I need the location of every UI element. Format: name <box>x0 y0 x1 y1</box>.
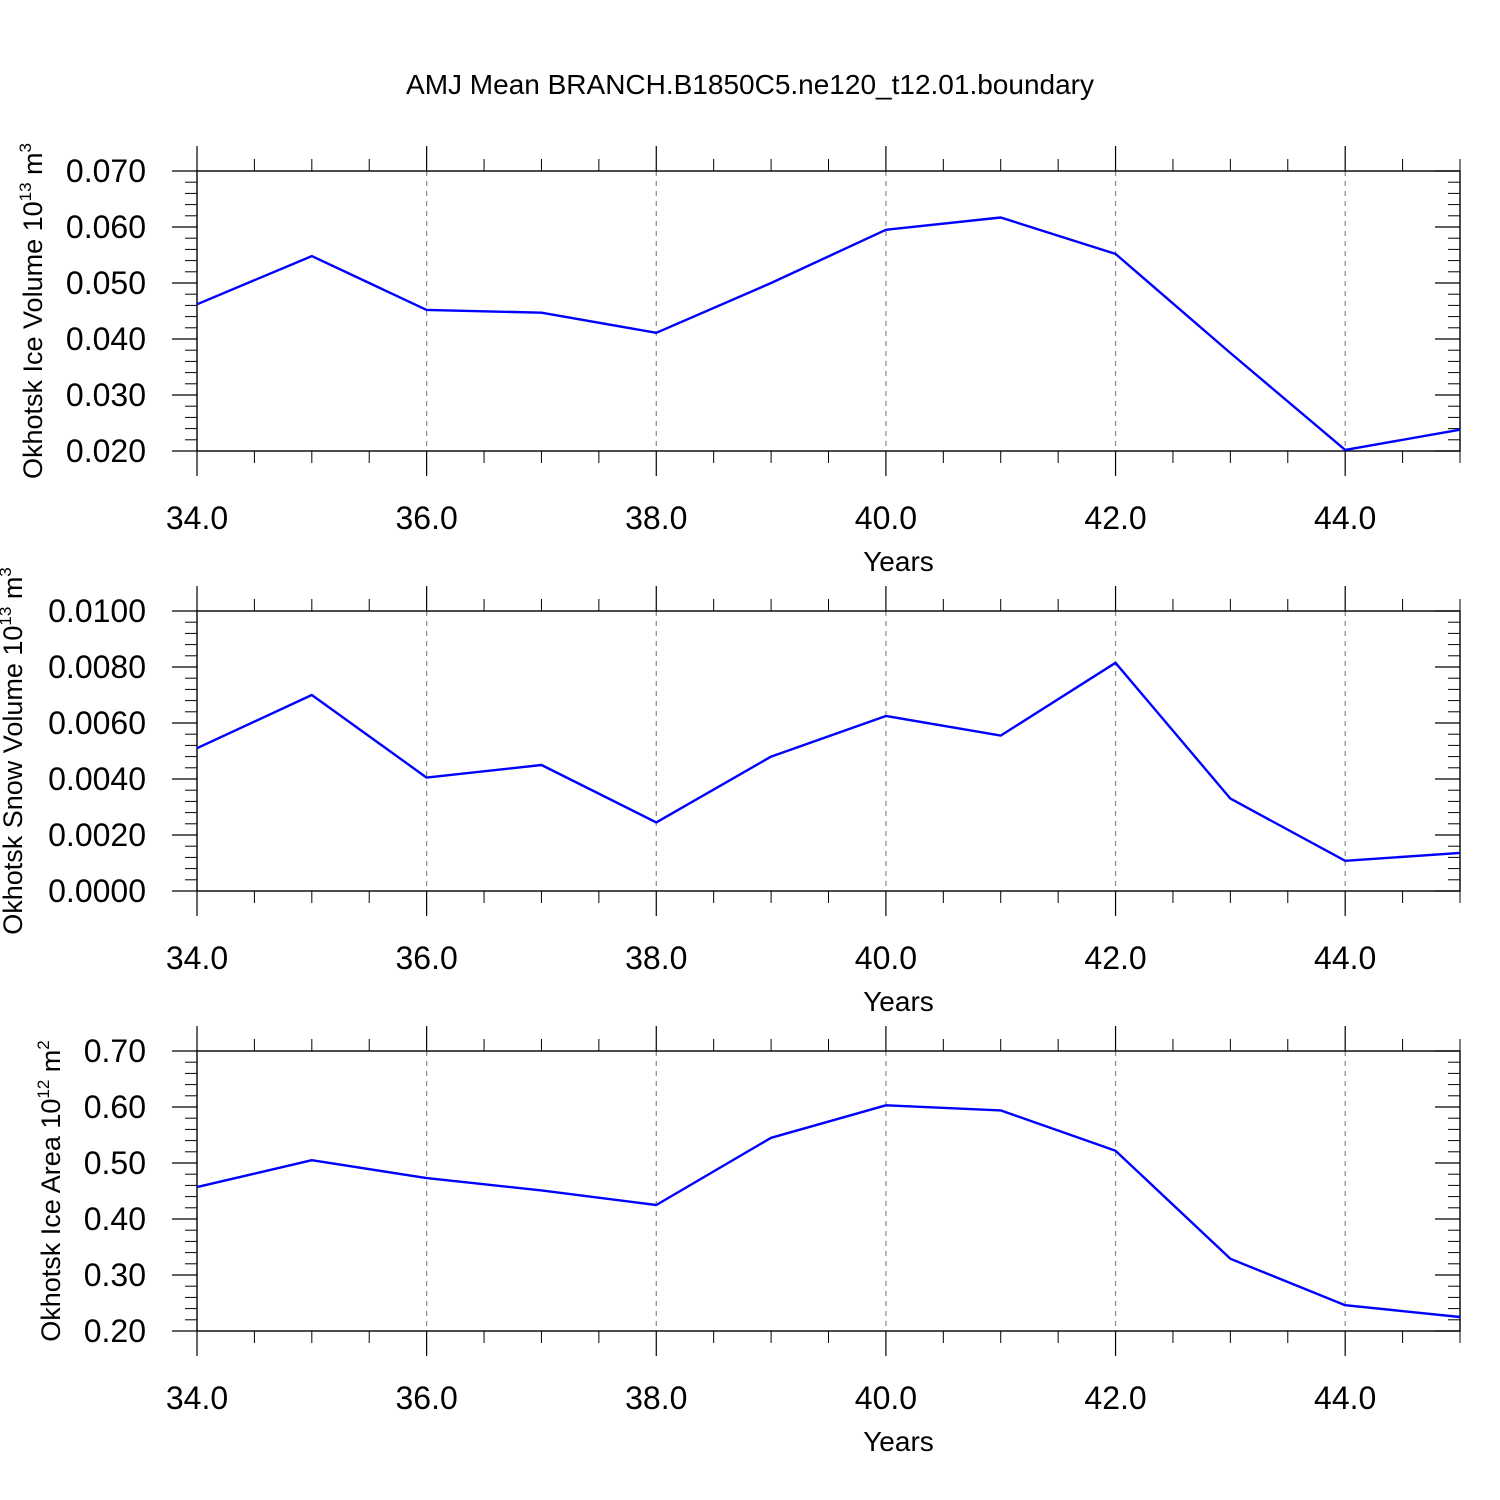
y-tick-label: 0.070 <box>66 153 146 189</box>
y-axis-label-text: Okhotsk Ice Area 10 <box>36 1099 66 1342</box>
y-axis-label-unit: m <box>18 152 48 182</box>
x-tick-label: 40.0 <box>855 500 917 536</box>
series-line <box>196 1104 1461 1319</box>
y-axis-label-text: Okhotsk Ice Volume 10 <box>18 201 48 479</box>
y-tick-label: 0.40 <box>84 1201 146 1237</box>
y-tick-label: 0.50 <box>84 1145 146 1181</box>
x-tick-label: 40.0 <box>855 1380 917 1416</box>
y-axis-label-unit-exponent: 3 <box>16 143 35 152</box>
plot-frame <box>196 610 1461 892</box>
y-axis-label-text: Okhotsk Snow Volume 10 <box>0 626 28 935</box>
y-tick-label: 0.040 <box>66 321 146 357</box>
chart-panel-3: 34.0 36.0 38.0 40.0 42.0 44.0 0.20 0.30 0.40 0.50… <box>34 1026 1461 1457</box>
x-tick-label: 44.0 <box>1314 1380 1376 1416</box>
y-axis-label-exponent: 13 <box>16 182 35 201</box>
y-tick-label: 0.0000 <box>48 873 146 909</box>
x-tick-label: 36.0 <box>395 1380 457 1416</box>
x-tick-label: 40.0 <box>855 940 917 976</box>
x-tick-label: 44.0 <box>1314 940 1376 976</box>
x-tick-label: 34.0 <box>166 500 228 536</box>
y-tick-label: 0.030 <box>66 377 146 413</box>
y-tick-label: 0.20 <box>84 1313 146 1349</box>
x-axis-label: Years <box>863 546 934 577</box>
y-axis-label-unit-exponent: 3 <box>0 567 15 576</box>
y-tick-label: 0.060 <box>66 209 146 245</box>
y-tick-label: 0.0040 <box>48 761 146 797</box>
x-tick-label: 38.0 <box>625 500 687 536</box>
y-axis-label-unit: m <box>0 577 28 607</box>
chart-panel-1: 34.0 36.0 38.0 40.0 42.0 44.0 0.020 0.030 0.040 0… <box>16 143 1461 577</box>
series-line <box>196 661 1461 862</box>
y-tick-label: 0.0100 <box>48 593 146 629</box>
y-axis-label-unit: m <box>36 1050 66 1080</box>
y-tick-label: 0.70 <box>84 1033 146 1069</box>
x-tick-label: 44.0 <box>1314 500 1376 536</box>
chart-title: AMJ Mean BRANCH.B1850C5.ne120_t12.01.bou… <box>406 69 1094 100</box>
series-line <box>196 216 1461 452</box>
x-tick-label: 36.0 <box>395 500 457 536</box>
y-axis-label: Okhotsk Ice Area 1012 m2 <box>34 1040 66 1342</box>
y-tick-label: 0.0020 <box>48 817 146 853</box>
y-tick-label: 0.0060 <box>48 705 146 741</box>
x-tick-label: 42.0 <box>1084 1380 1146 1416</box>
y-axis-label-exponent: 12 <box>34 1080 53 1099</box>
x-tick-label: 42.0 <box>1084 940 1146 976</box>
plot-frame <box>196 170 1461 452</box>
plot-frame <box>196 1050 1461 1332</box>
y-tick-label: 0.020 <box>66 433 146 469</box>
y-axis-label: Okhotsk Ice Volume 1013 m3 <box>16 143 48 479</box>
x-tick-label: 34.0 <box>166 940 228 976</box>
x-tick-label: 38.0 <box>625 1380 687 1416</box>
y-tick-label: 0.30 <box>84 1257 146 1293</box>
x-axis-label: Years <box>863 1426 934 1457</box>
y-tick-label: 0.60 <box>84 1089 146 1125</box>
y-axis-label-unit-exponent: 2 <box>34 1040 53 1049</box>
x-tick-label: 42.0 <box>1084 500 1146 536</box>
x-tick-label: 36.0 <box>395 940 457 976</box>
x-tick-label: 38.0 <box>625 940 687 976</box>
y-axis-label: Okhotsk Snow Volume 1013 m3 <box>0 567 28 935</box>
x-tick-label: 34.0 <box>166 1380 228 1416</box>
y-axis-label-exponent: 13 <box>0 607 15 626</box>
y-tick-label: 0.050 <box>66 265 146 301</box>
y-tick-label: 0.0080 <box>48 649 146 685</box>
chart-panel-2: 34.0 36.0 38.0 40.0 42.0 44.0 0.0000 0.0020 0.00… <box>0 567 1461 1017</box>
x-axis-label: Years <box>863 986 934 1017</box>
